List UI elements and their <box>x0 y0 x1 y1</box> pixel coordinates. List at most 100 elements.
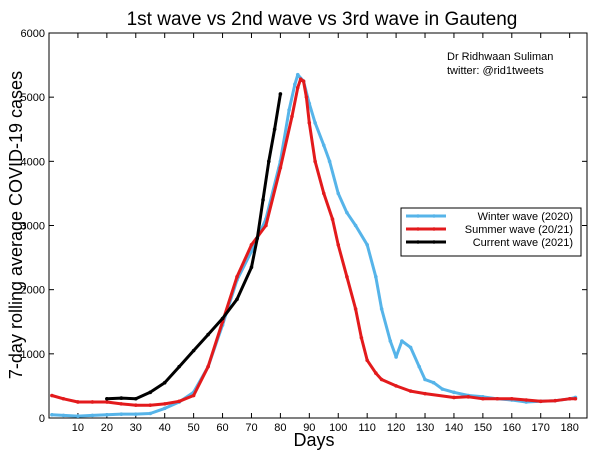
x-tick-label: 50 <box>187 422 199 434</box>
data-point <box>321 143 326 148</box>
data-point <box>538 399 543 404</box>
legend-marker <box>416 227 420 231</box>
y-tick-label: 6000 <box>21 28 45 40</box>
data-point <box>345 210 349 215</box>
data-point <box>255 236 260 241</box>
data-point <box>524 398 529 402</box>
data-point <box>304 95 309 99</box>
data-point <box>133 403 138 407</box>
data-point <box>452 390 456 395</box>
x-tick-label: 70 <box>245 422 257 434</box>
data-point <box>345 275 349 279</box>
data-point <box>162 380 167 385</box>
y-tick-label: 0 <box>39 413 45 425</box>
data-point <box>50 412 54 417</box>
legend-marker <box>432 227 436 231</box>
x-tick-label: 150 <box>474 422 492 434</box>
data-point <box>105 400 109 404</box>
series-line <box>105 92 282 401</box>
axis-ticks: 10 20 30 40 50 60 70 80 90 100 110 120 130 140 150 160 1… <box>21 28 587 434</box>
data-point <box>261 198 265 202</box>
data-point <box>365 358 369 363</box>
data-point <box>298 77 303 81</box>
data-point <box>272 127 277 132</box>
data-point <box>327 159 332 164</box>
data-point <box>148 403 153 407</box>
data-point <box>394 355 398 359</box>
data-point <box>177 399 181 404</box>
data-point <box>417 364 422 369</box>
data-point <box>423 391 427 396</box>
data-point <box>90 400 95 404</box>
data-point <box>235 297 239 302</box>
data-point <box>336 242 341 247</box>
series-2 <box>105 92 283 401</box>
data-point <box>133 396 138 401</box>
legend-marker <box>432 214 436 218</box>
data-point <box>220 316 225 321</box>
data-point <box>206 332 210 337</box>
y-tick-label: 4000 <box>21 156 45 168</box>
data-point <box>567 396 572 401</box>
x-tick-label: 60 <box>216 422 228 434</box>
data-point <box>336 191 341 196</box>
y-tick-label: 3000 <box>21 221 45 233</box>
data-point <box>307 121 312 125</box>
legend-marker <box>416 240 420 244</box>
data-point <box>313 121 317 125</box>
data-point <box>379 377 384 382</box>
data-point <box>287 108 291 112</box>
legend-entry: Winter wave (2020) <box>406 211 573 223</box>
data-point <box>313 159 317 164</box>
data-point <box>105 396 109 401</box>
x-tick-label: 170 <box>532 422 550 434</box>
series-layer <box>50 72 578 418</box>
data-point <box>353 307 358 311</box>
data-point <box>267 159 271 164</box>
data-point <box>374 371 378 375</box>
data-point <box>264 223 268 228</box>
data-point <box>50 393 54 398</box>
data-point <box>295 85 300 90</box>
data-point <box>191 348 196 353</box>
data-point <box>191 393 196 398</box>
data-point <box>293 82 297 87</box>
twitter-annotation: twitter: @rid1tweets <box>447 65 544 77</box>
y-tick-label: 2000 <box>21 285 45 297</box>
data-point <box>278 92 283 96</box>
x-tick-label: 100 <box>329 422 347 434</box>
data-point <box>481 396 485 401</box>
data-point <box>379 307 384 311</box>
data-point <box>440 387 445 391</box>
data-point <box>61 413 66 418</box>
data-point <box>162 402 167 406</box>
data-point <box>162 406 167 411</box>
x-tick-label: 140 <box>445 422 463 434</box>
x-tick-label: 90 <box>303 422 315 434</box>
data-point <box>374 275 378 279</box>
data-point <box>61 396 66 401</box>
data-point <box>295 72 300 77</box>
series-line <box>50 77 577 407</box>
data-point <box>573 396 578 401</box>
data-point <box>90 413 95 418</box>
data-point <box>400 339 404 343</box>
data-point <box>431 380 436 385</box>
data-point <box>119 396 124 400</box>
data-point <box>408 345 413 350</box>
series-1 <box>50 77 578 407</box>
data-point <box>388 339 393 343</box>
x-tick-label: 10 <box>72 422 84 434</box>
y-tick-label: 5000 <box>21 92 45 104</box>
legend-entry: Summer wave (20/21) <box>406 224 573 236</box>
y-axis-label: 7-day rolling average COVID-19 cases <box>6 71 26 379</box>
legend-marker <box>416 214 420 218</box>
data-point <box>105 412 109 417</box>
data-point <box>301 79 306 83</box>
data-point <box>394 384 398 388</box>
x-axis-label: Days <box>293 430 334 450</box>
x-tick-label: 130 <box>416 422 434 434</box>
data-point <box>119 402 124 406</box>
data-point <box>249 242 254 247</box>
